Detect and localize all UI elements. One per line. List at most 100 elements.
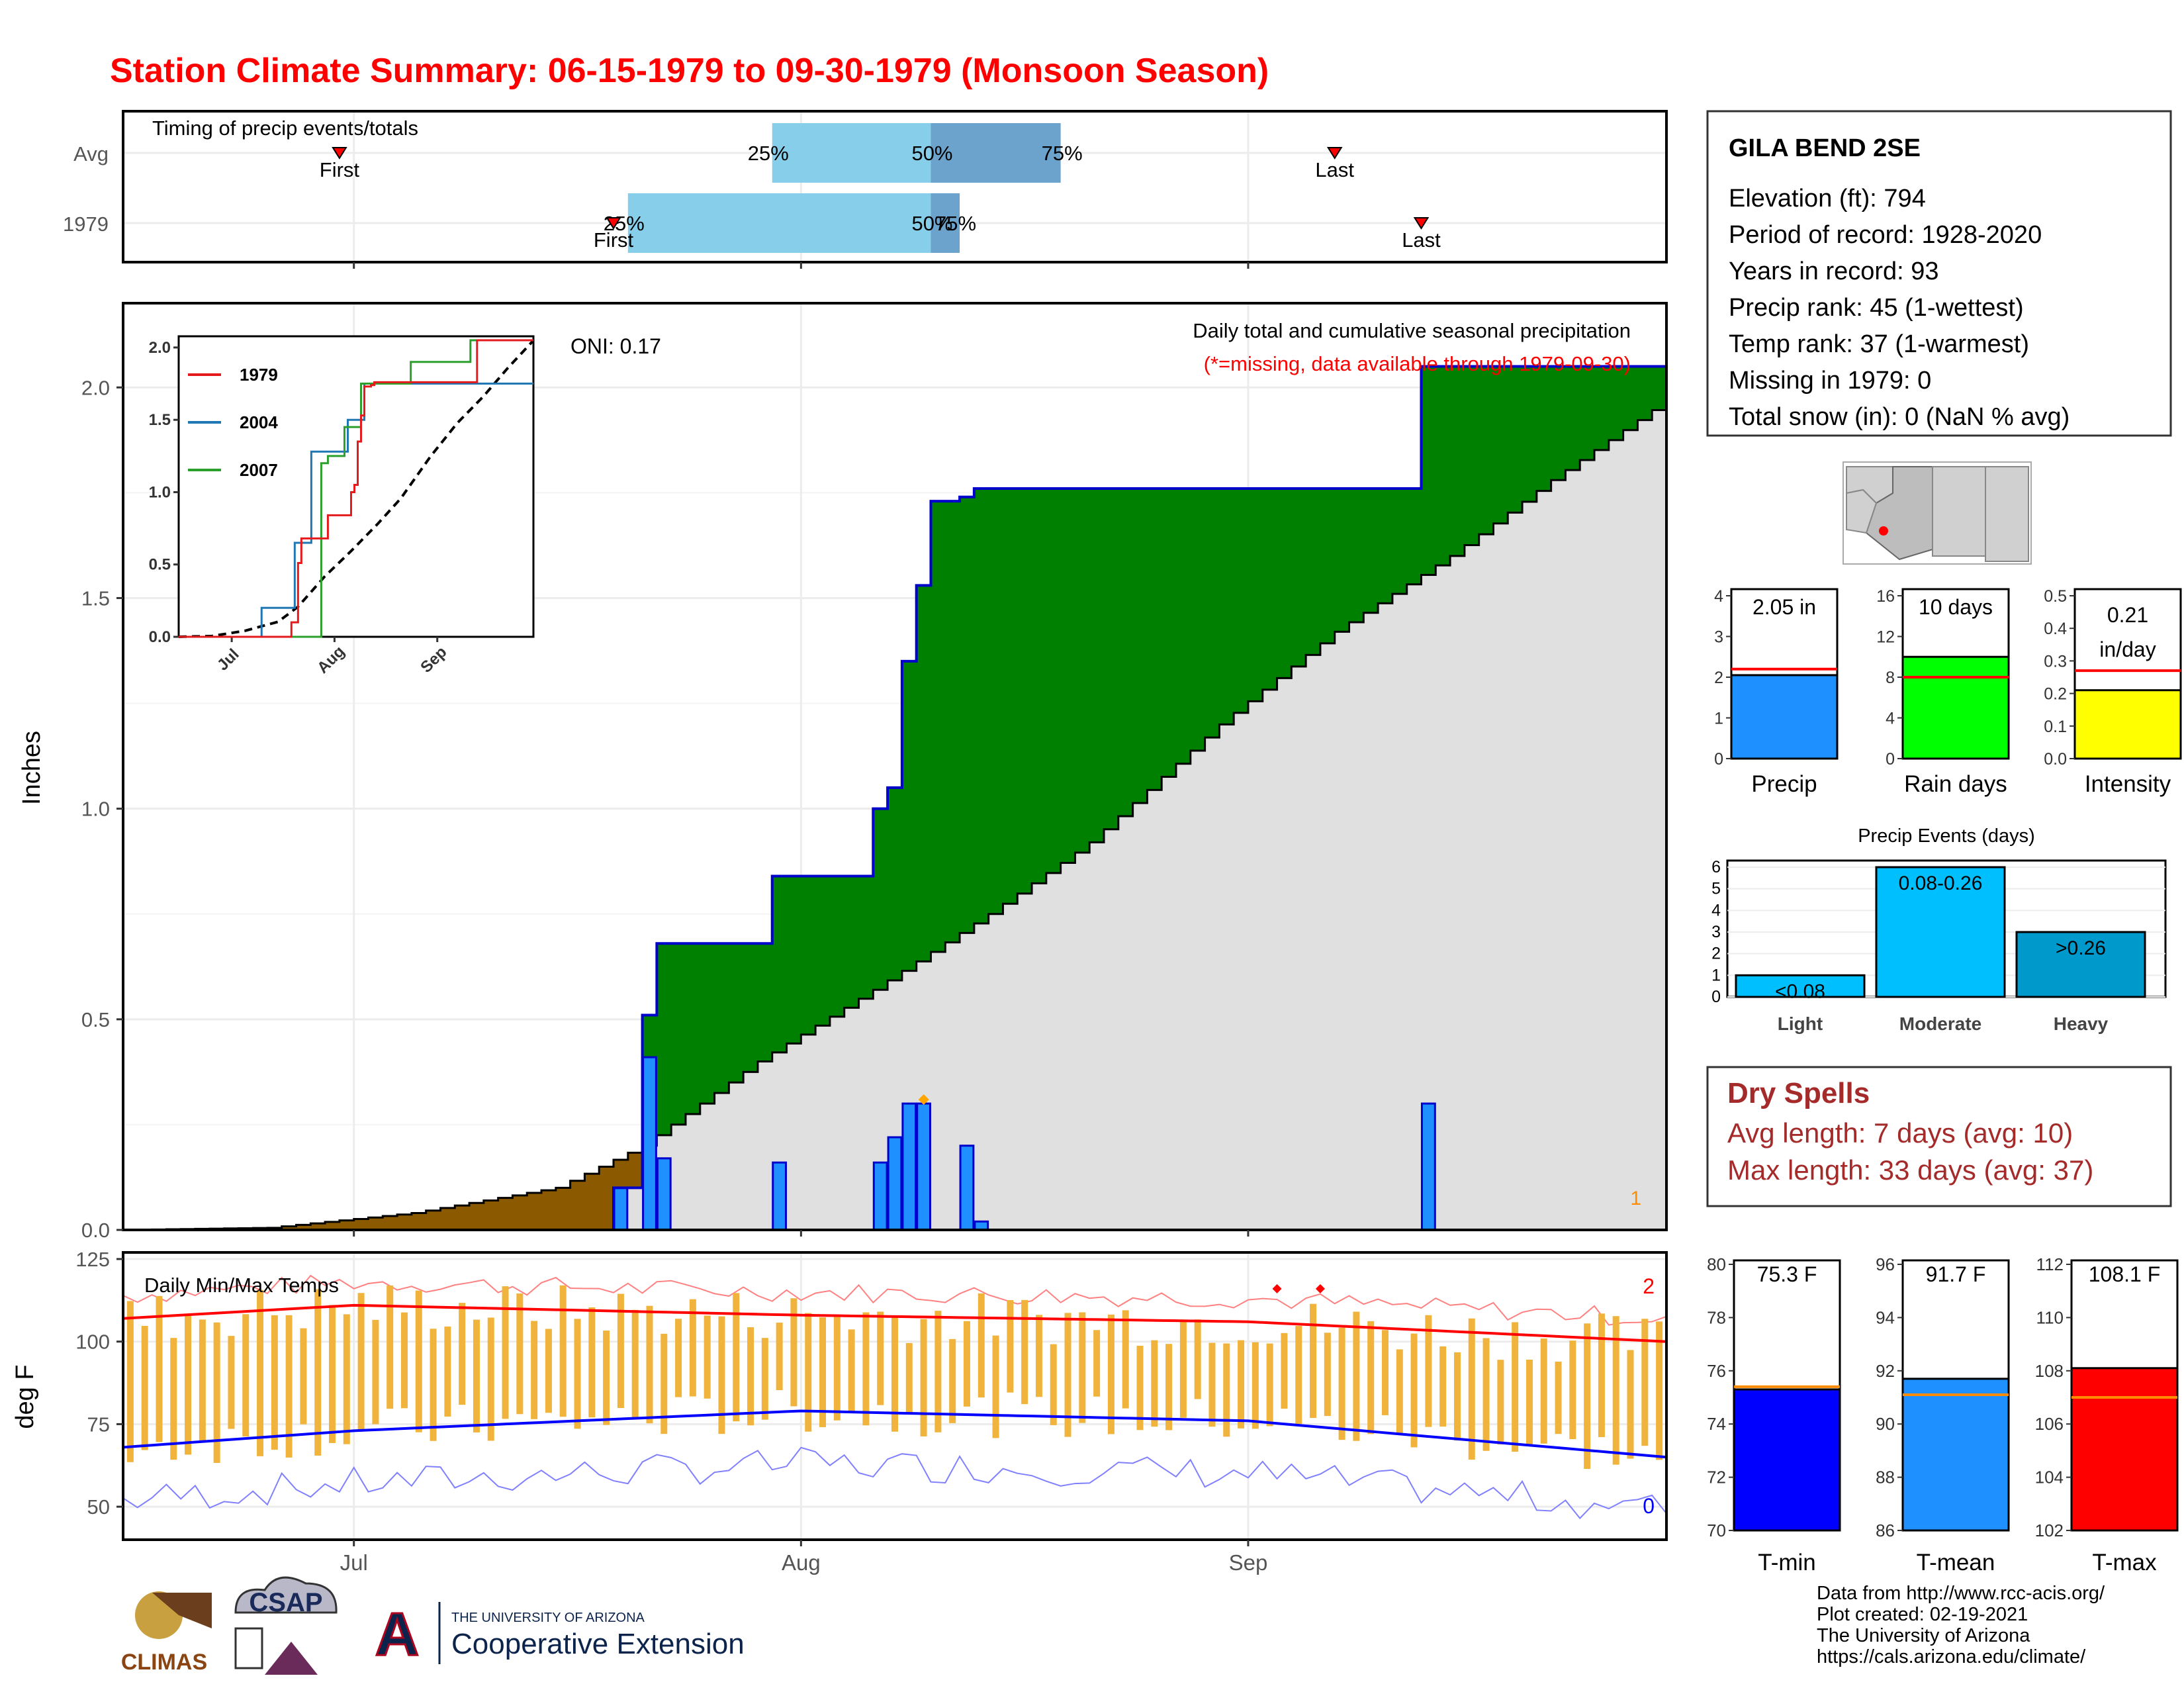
above-average-fill [1450,366,1465,556]
events-title: Precip Events (days) [1858,825,2035,847]
temp-bar-category-label: T-mean [1917,1550,1995,1575]
precip-panel: 0.0 0.5 1.0 1.5 2.0 Inches ONI: 0.17 Daily t… [18,302,1668,1242]
info-line: Elevation (ft): 794 [1729,185,1926,212]
above-average-fill [873,808,888,990]
daily-temp-range-bar [1122,1310,1129,1409]
above-average-fill [1479,366,1494,535]
csap-logo-text: CSAP [249,1588,322,1617]
temp-bar-chart-t-mean: 86 88 90 92 94 96 91.7 F T-mean [1876,1254,2010,1575]
daily-temp-range-bar [776,1323,783,1391]
inset-y-tick-label: 1.0 [149,483,171,501]
temp-bar-chart-t-min: 70 72 74 76 78 80 75.3 F T-min [1707,1254,1841,1575]
summary-bar-y-label: 0.0 [2044,750,2067,769]
temp-bar-y-label: 70 [1707,1521,1726,1540]
below-average-fill [411,1213,427,1230]
daily-temp-range-bar [1050,1344,1057,1425]
daily-temp-range-bar [372,1319,379,1425]
footer-line-4: https://cals.arizona.edu/climate/ [1817,1646,2086,1667]
below-average-fill [614,1159,629,1188]
daily-temp-range-bar [761,1338,768,1420]
timing-bar-q75-1979 [931,193,960,253]
temp-bar-y-label: 96 [1876,1254,1895,1274]
daily-temp-range-bar [891,1317,898,1432]
below-average-fill [339,1220,355,1230]
above-average-fill [916,585,932,962]
precip-y-label: Inches [18,731,46,805]
daily-temp-range-bar [747,1327,754,1426]
daily-temp-range-bar [1612,1316,1619,1465]
daily-temp-range-bar [531,1321,538,1419]
above-average-fill [1608,366,1624,440]
avg-max-temp-line [122,1303,1667,1343]
events-bar-label: >0.26 [2056,937,2106,959]
above-average-fill [1536,366,1552,491]
station-location-marker [1879,526,1888,536]
daily-temp-range-bar [228,1336,235,1429]
daily-temp-range-bar [992,1335,999,1438]
above-average-fill [1147,489,1162,790]
ua-logo-letter: A [375,1601,419,1668]
summary-bar-unit-label: in/day [2099,637,2156,661]
above-average-fill [743,943,758,1072]
map-state-texas [1985,466,2029,562]
daily-temp-range-bar [156,1295,163,1442]
summary-bar-category-label: Intensity [2085,771,2171,797]
oni-label: ONI: 0.17 [570,334,661,358]
timing-label-75-avg: 75% [1042,142,1083,165]
daily-precip-bar [1420,1102,1436,1231]
events-y-label: 3 [1711,923,1721,941]
daily-temp-range-bar [1266,1343,1273,1427]
daily-temp-range-bar [1007,1300,1014,1393]
daily-precip-bar [613,1186,629,1231]
daily-temp-range-bar [1439,1346,1447,1427]
timing-bar-q75-avg [931,123,1061,183]
climas-logo-mountain [152,1593,212,1628]
dry-spells-frame [1706,1066,2172,1207]
below-average-fill [325,1221,340,1230]
timing-bar-q25-1979 [627,193,931,253]
above-average-fill [1378,489,1393,604]
above-average-fill [1277,489,1292,679]
record-high-line [122,1274,1667,1326]
daily-temp-range-bar [126,1301,134,1462]
daily-temp-range-bar [920,1319,927,1436]
info-line: Years in record: 93 [1729,258,1939,285]
daily-temp-range-bar [473,1319,480,1432]
above-average-fill [1652,366,1667,410]
above-average-fill [974,489,989,924]
daily-temp-range-bar [1064,1313,1071,1437]
date-axis-label: Aug [782,1550,821,1575]
daily-temp-range-bar [1179,1321,1187,1418]
record-marker [918,1094,929,1105]
timing-panel-label: Timing of precip events/totals [152,117,418,140]
inset-legend-label: 1979 [240,365,278,385]
daily-temp-range-bar [963,1321,970,1407]
daily-temp-range-bar [1382,1330,1389,1415]
above-average-fill [931,501,946,952]
daily-temp-range-bar [704,1315,711,1399]
below-average-fill [296,1225,311,1230]
daily-temp-range-bar [978,1293,985,1398]
daily-temp-range-bar [646,1305,653,1424]
daily-temp-range-bar [1338,1327,1345,1440]
daily-temp-range-bar [170,1338,177,1460]
csap-logo-gauge [234,1627,263,1669]
above-average-fill [1104,489,1119,829]
above-average-fill [757,943,773,1062]
info-line: Period of record: 1928-2020 [1729,221,2042,249]
precip-y-tick-label: 0.0 [81,1219,110,1242]
timing-panel: Timing of precip events/totals Avg 1979 … [63,110,1668,263]
below-average-fill [440,1207,455,1230]
dry-spells-box: Dry Spells Avg length: 7 days (avg: 10) … [1706,1066,2172,1207]
daily-temp-range-bar [733,1293,740,1422]
precip-panel-frame [122,302,1668,1231]
temp-bar-y-label: 106 [2035,1414,2064,1434]
daily-temp-range-bar [415,1290,422,1432]
daily-temp-range-bar [603,1331,610,1425]
daily-temp-range-bar [1482,1338,1490,1451]
daily-temp-range-bar [1093,1330,1101,1397]
below-average-fill [555,1188,571,1230]
events-bar-light [1735,974,1866,998]
daily-temp-range-bar [660,1333,668,1434]
